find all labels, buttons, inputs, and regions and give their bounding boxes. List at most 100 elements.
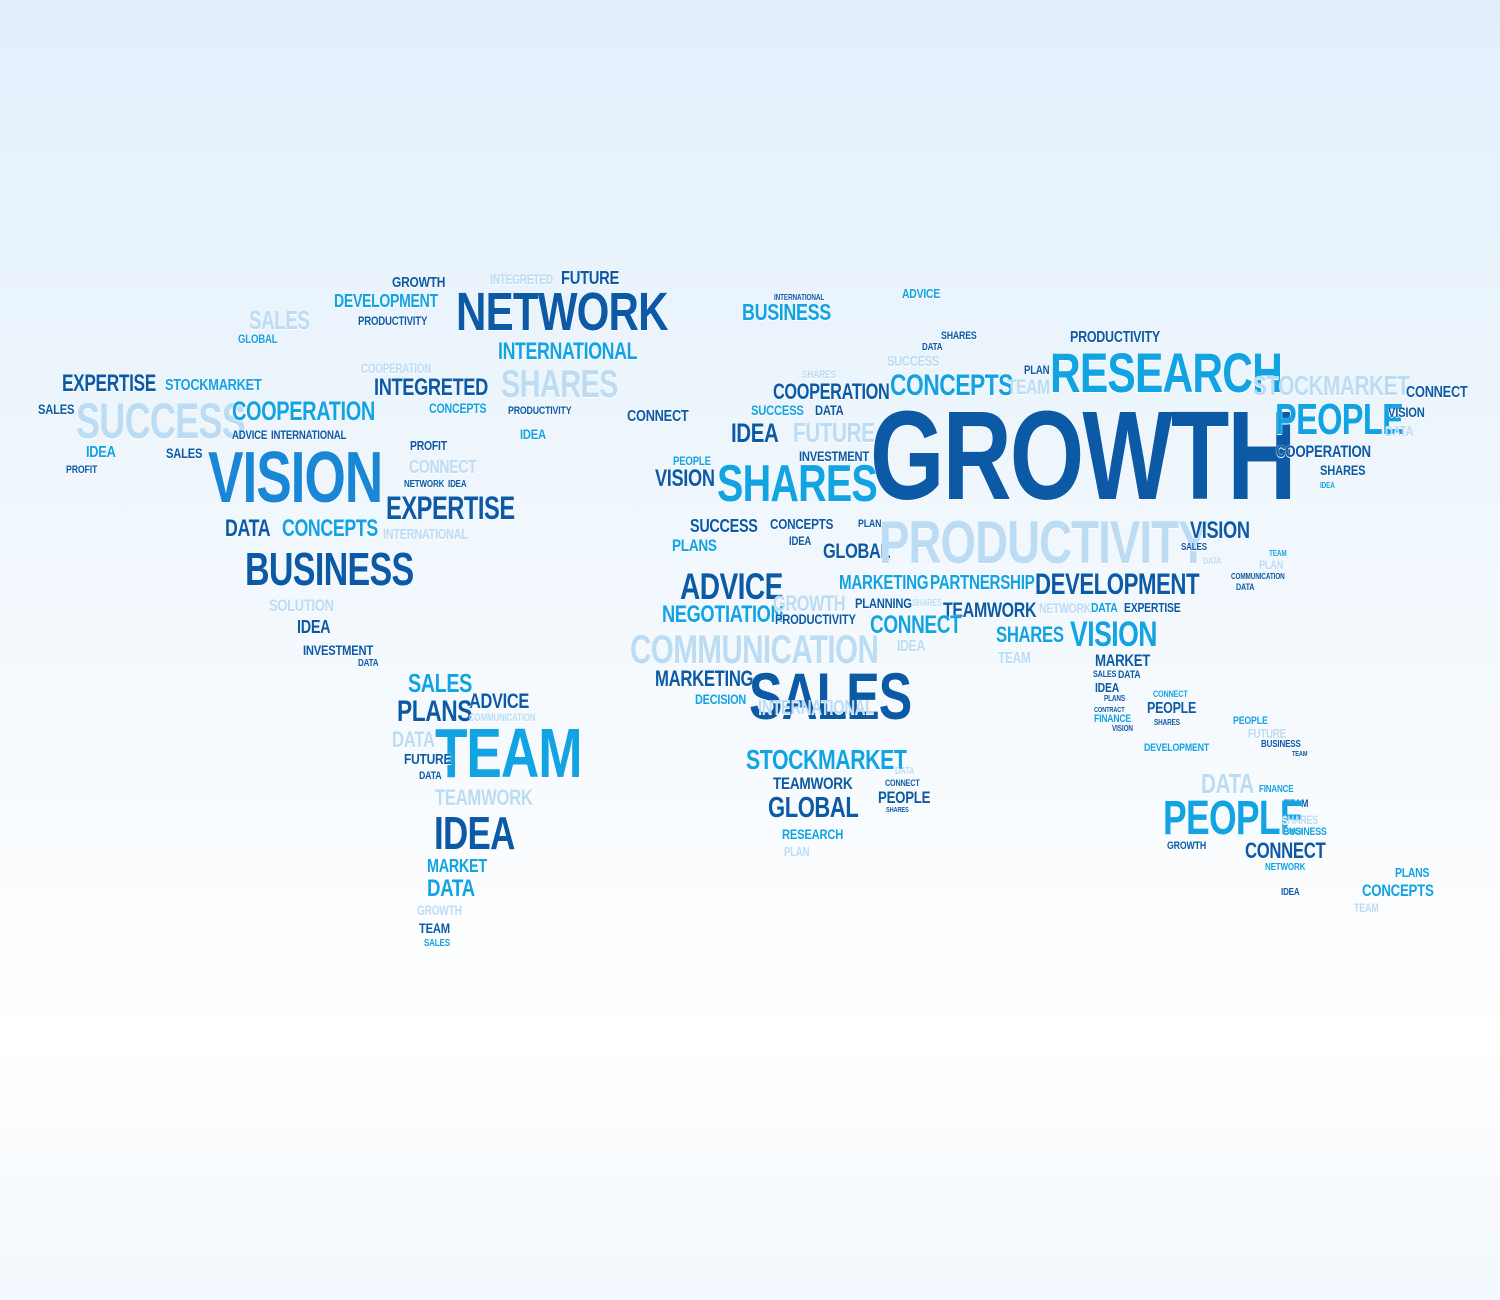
map-word-w051: DATA (427, 875, 475, 902)
map-word-w108: TEAMWORK (943, 599, 1037, 622)
map-word-w155: NETWORK (1265, 862, 1306, 873)
map-word-w011: STOCKMARKET (165, 377, 262, 394)
map-word-w150: PLAN (784, 844, 810, 859)
map-word-w057: ADVICE (902, 286, 941, 301)
map-word-w135: DEVELOPMENT (1144, 742, 1210, 754)
map-word-w076: VISION (1388, 404, 1425, 420)
map-word-w007: GLOBAL (238, 332, 278, 346)
map-word-w097: COMMUNICATION (1231, 572, 1285, 581)
map-word-w069: SHARES (802, 369, 836, 381)
map-word-w071: DATA (815, 402, 844, 418)
map-word-w111: EXPERTISE (1124, 600, 1181, 615)
map-word-w018: PRODUCTIVITY (508, 405, 572, 417)
map-word-w002: FUTURE (561, 268, 620, 288)
map-word-w052: GROWTH (417, 902, 462, 918)
map-word-w129: FINANCE (1094, 713, 1131, 725)
map-word-w103: NEGOTIATION (662, 601, 784, 628)
map-word-w158: CONCEPTS (1362, 881, 1434, 900)
map-word-w081: SHARES (717, 455, 878, 513)
map-word-w056: BUSINESS (742, 299, 831, 325)
map-word-w151: SHARES (1282, 813, 1318, 827)
map-word-w042: PLANS (397, 695, 473, 728)
map-word-w003: DEVELOPMENT (334, 291, 438, 311)
map-word-w055: INTERNATIONAL (774, 293, 825, 302)
map-word-w096: PLAN (1259, 558, 1284, 572)
map-word-w075: PEOPLE (1275, 395, 1404, 444)
map-word-w092: VISION (1190, 517, 1250, 544)
map-word-w114: IDEA (897, 638, 926, 655)
map-word-w157: IDEA (1281, 887, 1300, 898)
map-word-w039: DATA (358, 658, 379, 669)
map-word-w070: SUCCESS (751, 402, 804, 418)
map-word-w031: EXPERTISE (386, 490, 515, 526)
map-word-w153: GROWTH (1167, 840, 1207, 852)
map-word-w032: DATA (225, 515, 271, 542)
map-word-w078: INVESTMENT (799, 448, 869, 464)
map-word-w049: IDEA (434, 807, 515, 859)
map-word-w019: CONNECT (627, 408, 689, 425)
map-word-w064: CONCEPTS (890, 369, 1014, 402)
map-word-w087: PLAN (858, 518, 882, 530)
map-word-w004: NETWORK (456, 282, 669, 342)
map-word-w034: INTERNATIONAL (383, 526, 468, 543)
map-word-w082: COOPERATION (1276, 442, 1371, 461)
map-word-w126: PLANS (1104, 694, 1126, 703)
map-word-w113: COMMUNICATION (630, 628, 879, 672)
map-word-w123: DATA (1118, 669, 1141, 681)
map-word-w026: VISION (208, 438, 383, 518)
map-word-w105: PRODUCTIVITY (775, 611, 856, 627)
map-word-w012: INTEGRETED (374, 374, 488, 401)
map-word-w080: VISION (655, 465, 715, 492)
map-word-w095: TEAM (1269, 549, 1287, 558)
map-word-w152: BUSINESS (1283, 826, 1327, 838)
map-word-w116: VISION (1070, 615, 1158, 654)
map-word-w127: PEOPLE (1147, 700, 1197, 717)
map-word-w144: DATA (1201, 768, 1254, 799)
map-word-w043: COMMUNICATION (469, 712, 536, 724)
map-word-w099: ADVICE (680, 566, 783, 607)
map-word-w020: ADVICE (232, 428, 268, 442)
map-word-w035: BUSINESS (245, 543, 414, 595)
map-word-w154: CONNECT (1245, 838, 1326, 863)
map-word-w074: GROWTH (870, 385, 1297, 526)
map-word-w085: SUCCESS (690, 516, 758, 536)
map-word-w077: DATA (1385, 423, 1414, 440)
map-word-w054: SALES (424, 938, 450, 949)
map-word-w138: STOCKMARKET (746, 744, 907, 775)
map-word-w132: PEOPLE (1233, 715, 1268, 727)
map-word-w139: DATA (895, 766, 915, 777)
map-word-w062: PLAN (1024, 363, 1050, 377)
map-word-w006: PRODUCTIVITY (358, 314, 428, 328)
map-word-w110: DATA (1091, 600, 1118, 615)
map-word-w112: CONNECT (870, 611, 962, 639)
map-word-w010: EXPERTISE (62, 370, 156, 397)
map-word-w072: IDEA (731, 418, 779, 448)
map-word-w131: VISION (1112, 724, 1133, 733)
map-word-w027: PROFIT (66, 464, 98, 476)
map-word-w147: RESEARCH (782, 826, 844, 842)
map-word-w143: PEOPLE (878, 788, 931, 807)
map-word-w086: CONCEPTS (770, 516, 834, 533)
map-word-w028: CONNECT (409, 457, 477, 477)
map-word-w133: FUTURE (1248, 726, 1286, 741)
map-word-w001: INTEGRETED (490, 271, 553, 287)
map-word-w022: IDEA (86, 444, 116, 461)
map-word-w148: TEAM (1284, 798, 1309, 810)
map-word-w115: SHARES (996, 622, 1064, 647)
map-word-w145: SHARES (886, 807, 909, 814)
map-word-w025: PROFIT (410, 438, 447, 453)
map-word-w094: DATA (1203, 556, 1222, 566)
map-word-w008: INTERNATIONAL (498, 338, 638, 365)
map-word-w067: STOCKMARKET (1253, 370, 1410, 401)
map-word-w068: CONNECT (1406, 384, 1468, 401)
map-word-w088: PLANS (672, 536, 717, 555)
map-word-w029: NETWORK (404, 479, 445, 490)
map-word-w122: SALES (1093, 669, 1117, 679)
map-word-w014: SALES (38, 401, 75, 417)
map-word-w065: TEAM (1007, 376, 1050, 399)
map-word-w050: MARKET (427, 856, 487, 876)
map-word-w059: DATA (922, 342, 943, 353)
map-word-w093: SALES (1181, 542, 1207, 553)
map-word-w107: SHARES (912, 598, 942, 609)
map-word-w146: FINANCE (1259, 784, 1294, 795)
